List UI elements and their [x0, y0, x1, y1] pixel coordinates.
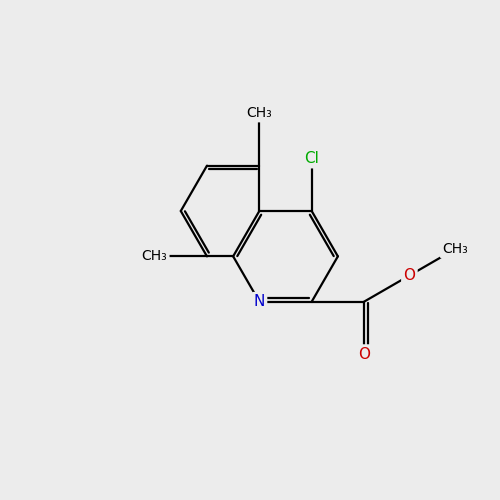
- Text: O: O: [404, 268, 415, 283]
- Text: N: N: [254, 294, 265, 309]
- Text: CH₃: CH₃: [442, 242, 468, 256]
- Text: CH₃: CH₃: [246, 106, 272, 120]
- Text: CH₃: CH₃: [142, 250, 168, 264]
- Text: O: O: [358, 346, 370, 362]
- Text: Cl: Cl: [304, 151, 319, 166]
